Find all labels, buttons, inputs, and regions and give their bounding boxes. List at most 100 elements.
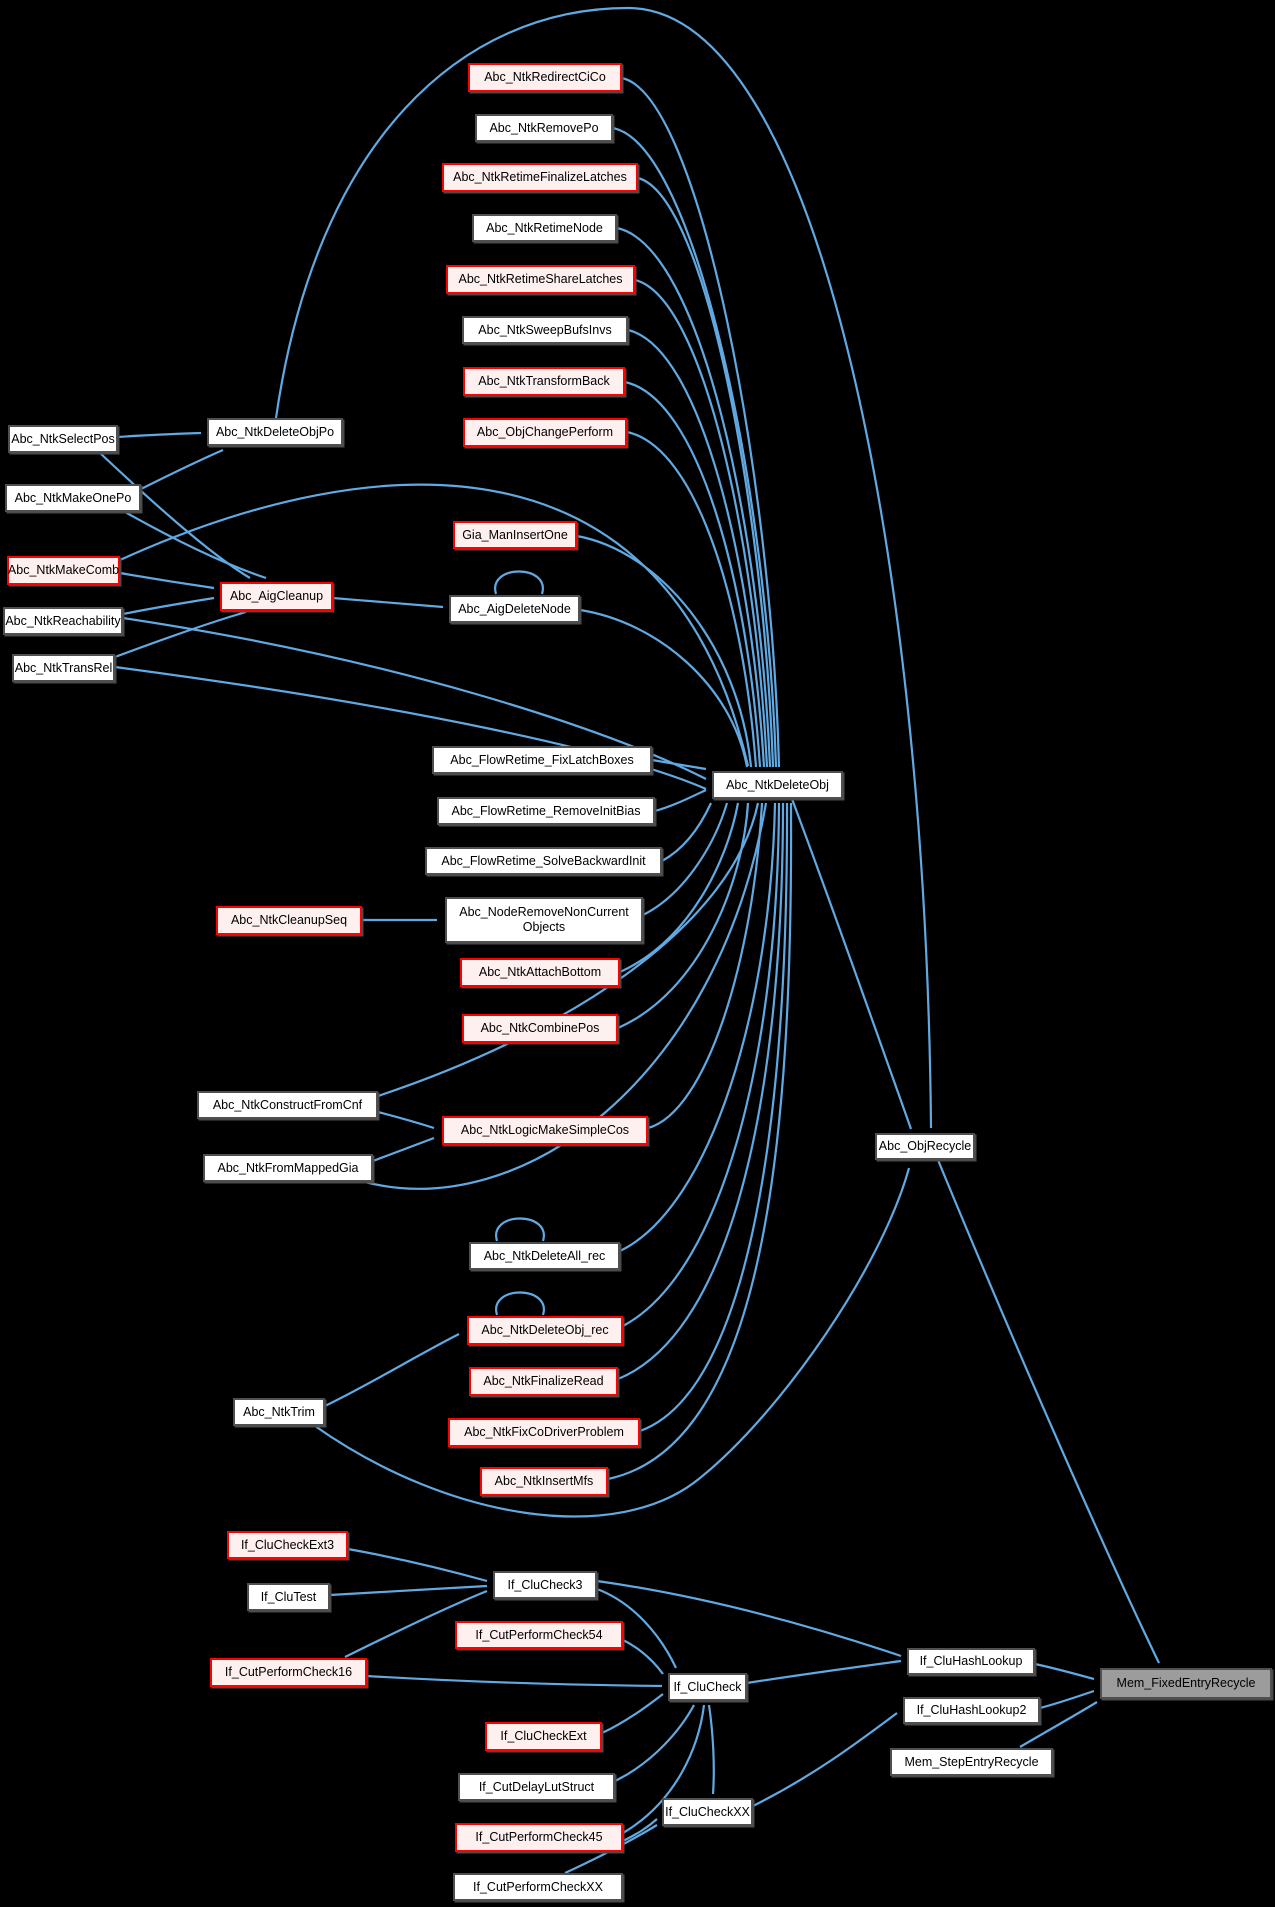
edge-Abc_NtkFixCoDriverProblem-to-Abc_NtkDeleteObj <box>639 802 789 1433</box>
graph-node-Gia_ManInsertOne[interactable]: Gia_ManInsertOne <box>453 521 577 549</box>
edge-Abc_NtkReachability-to-Abc_AigCleanup <box>122 596 215 616</box>
graph-node-label: Abc_FlowRetime_SolveBackwardInit <box>441 853 646 868</box>
graph-node-Abc_FlowRetime_RemoveInitBias[interactable]: Abc_FlowRetime_RemoveInitBias <box>437 797 655 825</box>
edge-Abc_AigDeleteNode-to-Abc_NtkDeleteObj <box>579 608 749 768</box>
graph-node-label: Abc_NtkRemovePo <box>489 120 599 135</box>
graph-node-Abc_NtkMakeComb[interactable]: Abc_NtkMakeComb <box>7 556 120 585</box>
graph-node-Abc_NtkRetimeShareLatches[interactable]: Abc_NtkRetimeShareLatches <box>446 265 635 294</box>
edge-If_CluTest-to-If_CluCheck3 <box>329 1584 488 1597</box>
edge-Abc_NtkAttachBottom-to-Abc_NtkDeleteObj <box>619 802 740 974</box>
graph-node-label: Abc_ObjRecycle <box>878 1139 972 1153</box>
graph-node-Abc_NtkConstructFromCnf[interactable]: Abc_NtkConstructFromCnf <box>197 1091 378 1119</box>
graph-node-If_CutPerformCheck16[interactable]: If_CutPerformCheck16 <box>210 1658 367 1687</box>
graph-node-Abc_FlowRetime_SolveBackwardInit[interactable]: Abc_FlowRetime_SolveBackwardInit <box>425 847 662 875</box>
graph-node-If_CutDelayLutStruct[interactable]: If_CutDelayLutStruct <box>458 1773 615 1801</box>
graph-node-Abc_ObjChangePerform[interactable]: Abc_ObjChangePerform <box>463 418 627 447</box>
edge-If_CutPerformCheck16-to-If_CluCheck <box>366 1674 663 1688</box>
graph-node-label: Abc_NtkFinalizeRead <box>483 1374 604 1388</box>
graph-node-Abc_NtkRetimeFinalizeLatches[interactable]: Abc_NtkRetimeFinalizeLatches <box>442 163 638 192</box>
edge-Abc_NtkSweepBufsInvs-to-Abc_NtkDeleteObj <box>627 328 766 768</box>
graph-node-Abc_NtkSweepBufsInvs[interactable]: Abc_NtkSweepBufsInvs <box>462 316 628 344</box>
graph-node-Abc_NtkRedirectCiCo[interactable]: Abc_NtkRedirectCiCo <box>468 63 622 92</box>
edge-Abc_NtkMakeComb-to-Abc_NtkDeleteObj <box>119 483 750 767</box>
edge-Abc_NtkRedirectCiCo-to-Abc_NtkDeleteObj <box>621 76 781 768</box>
graph-node-Abc_NtkDeleteObj[interactable]: Abc_NtkDeleteObj <box>712 771 843 799</box>
graph-node-Abc_NtkFinalizeRead[interactable]: Abc_NtkFinalizeRead <box>469 1367 618 1396</box>
graph-node-Abc_NtkReachability[interactable]: Abc_NtkReachability <box>3 607 123 635</box>
graph-node-Abc_NtkFromMappedGia[interactable]: Abc_NtkFromMappedGia <box>203 1154 373 1182</box>
edge-Abc_NtkFromMappedGia-to-Abc_NtkDeleteObj <box>364 802 768 1190</box>
edge-If_CluCheckExt-to-If_CluCheck <box>601 1693 664 1735</box>
edge-Abc_NtkSelectPos-to-Abc_AigCleanup <box>99 452 251 579</box>
graph-node-If_CutPerformCheck54[interactable]: If_CutPerformCheck54 <box>455 1621 623 1649</box>
graph-node-label: Abc_NtkReachability <box>5 613 121 628</box>
edge-Abc_NtkTransRel-to-Abc_NtkDeleteObj <box>114 665 707 791</box>
graph-node-Abc_AigDeleteNode[interactable]: Abc_AigDeleteNode <box>449 595 580 623</box>
edge-If_CutPerformCheck45-to-If_CluCheck <box>622 1704 706 1834</box>
graph-node-Abc_NtkMakeOnePo[interactable]: Abc_NtkMakeOnePo <box>5 484 141 512</box>
graph-node-Abc_NtkCombinePos[interactable]: Abc_NtkCombinePos <box>462 1014 618 1043</box>
graph-node-Mem_FixedEntryRecycle[interactable]: Mem_FixedEntryRecycle <box>1100 1668 1272 1699</box>
graph-node-label: Gia_ManInsertOne <box>462 527 568 542</box>
graph-node-If_CutPerformCheck45[interactable]: If_CutPerformCheck45 <box>455 1823 623 1852</box>
edge-Abc_FlowRetime_RemoveInitBias-to-Abc_NtkDeleteObj <box>654 789 707 813</box>
edge-If_CluCheckXX-to-If_CluCheck <box>707 1704 715 1795</box>
graph-node-Abc_NtkRemovePo[interactable]: Abc_NtkRemovePo <box>475 114 613 142</box>
graph-node-If_CluCheckExt[interactable]: If_CluCheckExt <box>485 1722 602 1751</box>
edge-Abc_NtkRetimeNode-to-Abc_NtkDeleteObj <box>616 226 772 768</box>
graph-node-If_CluCheck[interactable]: If_CluCheck <box>668 1673 747 1701</box>
graph-node-label: Abc_NtkMakeComb <box>7 563 120 577</box>
graph-node-Abc_NtkTransformBack[interactable]: Abc_NtkTransformBack <box>463 367 625 396</box>
graph-node-Abc_NtkDeleteObj_rec[interactable]: Abc_NtkDeleteObj_rec <box>467 1316 623 1345</box>
graph-node-Abc_NtkTrim[interactable]: Abc_NtkTrim <box>233 1398 325 1426</box>
graph-node-If_CluCheckExt3[interactable]: If_CluCheckExt3 <box>227 1531 348 1559</box>
graph-node-label: Abc_NtkTrim <box>243 1404 315 1419</box>
edge-If_CluHashLookup-to-Mem_FixedEntryRecycle <box>1034 1662 1095 1681</box>
edge-If_CutDelayLutStruct-to-If_CluCheck <box>614 1704 695 1782</box>
graph-node-label: If_CutPerformCheck45 <box>475 1830 603 1844</box>
edge-Abc_NtkCombinePos-to-Abc_NtkDeleteObj <box>617 802 750 1030</box>
graph-node-label-line2: Objects <box>522 920 566 934</box>
graph-node-label: If_CutPerformCheckXX <box>473 1879 603 1894</box>
edge-Abc_NtkMakeComb-to-Abc_AigCleanup <box>119 571 215 590</box>
graph-node-If_CluTest[interactable]: If_CluTest <box>247 1583 330 1611</box>
graph-node-label: Abc_NtkFromMappedGia <box>217 1160 359 1175</box>
graph-node-label: Abc_NtkAttachBottom <box>478 965 602 979</box>
graph-node-Abc_NtkDeleteObjPo[interactable]: Abc_NtkDeleteObjPo <box>207 418 343 446</box>
graph-node-If_CluHashLookup[interactable]: If_CluHashLookup <box>907 1648 1035 1675</box>
graph-node-Abc_NtkAttachBottom[interactable]: Abc_NtkAttachBottom <box>460 958 620 987</box>
edge-Abc_NtkLogicMakeSimpleCos-to-Abc_NtkDeleteObj <box>647 802 764 1130</box>
graph-node-Abc_NtkTransRel[interactable]: Abc_NtkTransRel <box>12 654 115 682</box>
graph-node-Abc_ObjRecycle[interactable]: Abc_ObjRecycle <box>875 1133 975 1160</box>
graph-node-Abc_NtkLogicMakeSimpleCos[interactable]: Abc_NtkLogicMakeSimpleCos <box>442 1116 648 1145</box>
edge-If_CluCheck-to-If_CluHashLookup <box>746 1659 902 1685</box>
graph-node-Abc_AigCleanup[interactable]: Abc_AigCleanup <box>220 582 333 611</box>
graph-node-label: Abc_NtkSelectPos <box>11 431 115 446</box>
graph-node-Abc_NodeRemoveNonCurrentObjects[interactable]: Abc_NodeRemoveNonCurrent Objects <box>445 897 643 943</box>
graph-node-label: If_CutPerformCheck54 <box>475 1627 603 1642</box>
graph-node-If_CluCheck3[interactable]: If_CluCheck3 <box>493 1571 597 1599</box>
graph-node-Abc_NtkFixCoDriverProblem[interactable]: Abc_NtkFixCoDriverProblem <box>448 1418 640 1447</box>
graph-node-If_CluHashLookup2[interactable]: If_CluHashLookup2 <box>903 1697 1040 1724</box>
graph-node-Abc_NtkSelectPos[interactable]: Abc_NtkSelectPos <box>8 425 118 453</box>
graph-node-Abc_FlowRetime_FixLatchBoxes[interactable]: Abc_FlowRetime_FixLatchBoxes <box>432 746 652 774</box>
edge-Abc_NtkRetimeFinalizeLatches-to-Abc_NtkDeleteObj <box>637 176 775 768</box>
graph-node-label: If_CluTest <box>260 1589 317 1604</box>
graph-node-Abc_NtkDeleteAll_rec[interactable]: Abc_NtkDeleteAll_rec <box>469 1242 620 1270</box>
graph-node-label: Abc_NtkRetimeFinalizeLatches <box>453 170 627 184</box>
graph-node-Abc_NtkInsertMfs[interactable]: Abc_NtkInsertMfs <box>480 1467 608 1496</box>
graph-node-Abc_NtkRetimeNode[interactable]: Abc_NtkRetimeNode <box>472 214 617 242</box>
graph-node-label: Abc_NtkMakeOnePo <box>14 490 132 505</box>
graph-node-label: If_CluCheckExt <box>500 1729 587 1743</box>
graph-node-label: Abc_NtkDeleteObjPo <box>215 424 335 439</box>
graph-node-Abc_NtkCleanupSeq[interactable]: Abc_NtkCleanupSeq <box>216 906 362 935</box>
edge-Abc_NtkSelectPos-to-Abc_NtkDeleteObjPo <box>117 431 202 439</box>
graph-node-If_CutPerformCheckXX[interactable]: If_CutPerformCheckXX <box>453 1873 623 1901</box>
graph-node-label: Abc_NtkRetimeShareLatches <box>458 272 623 286</box>
graph-node-If_CluCheckXX[interactable]: If_CluCheckXX <box>662 1798 753 1826</box>
edge-Mem_StepEntryRecycle-to-Mem_FixedEntryRecycle <box>1019 1701 1098 1748</box>
graph-node-label: Abc_NtkLogicMakeSimpleCos <box>460 1123 630 1137</box>
graph-node-Mem_StepEntryRecycle[interactable]: Mem_StepEntryRecycle <box>890 1748 1053 1776</box>
